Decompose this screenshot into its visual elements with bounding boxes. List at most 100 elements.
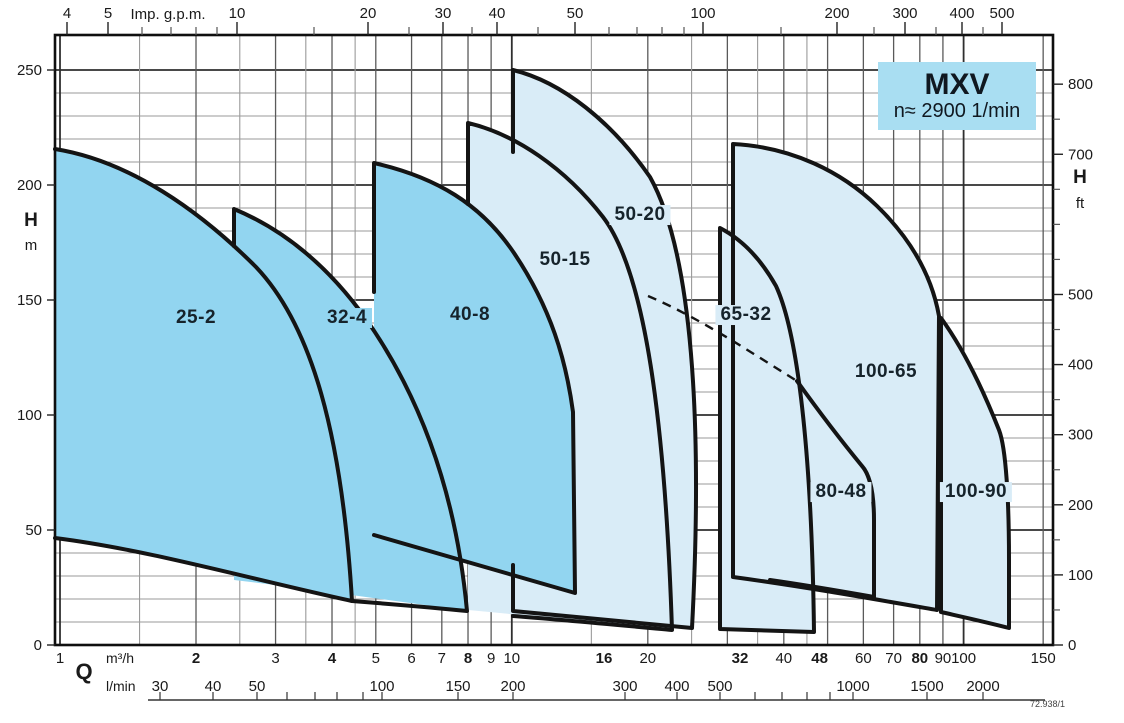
svg-text:5: 5	[104, 5, 112, 22]
model-legend-box: MXV n≈ 2900 1/min	[878, 62, 1036, 130]
svg-text:400: 400	[949, 5, 974, 22]
svg-text:80: 80	[911, 650, 928, 667]
svg-text:200: 200	[1068, 497, 1093, 514]
svg-text:m: m	[25, 237, 38, 254]
svg-text:70: 70	[885, 650, 902, 667]
envelope-label-25-2: 25-2	[170, 308, 222, 328]
envelope-label-80-48: 80-48	[810, 482, 872, 502]
svg-text:200: 200	[500, 678, 525, 695]
svg-text:700: 700	[1068, 146, 1093, 163]
svg-text:30: 30	[152, 678, 169, 695]
svg-text:4: 4	[63, 5, 71, 22]
envelope-50-15-outline	[466, 121, 674, 632]
envelope-label-40-8: 40-8	[444, 305, 496, 325]
svg-text:4: 4	[328, 650, 337, 667]
svg-text:20: 20	[360, 5, 377, 22]
envelope-32-4-outline	[232, 207, 469, 613]
envelope-50-20-outline	[511, 68, 698, 630]
envelope-label-65-32: 65-32	[715, 305, 777, 325]
svg-text:5: 5	[372, 650, 380, 667]
model-speed: n≈ 2900 1/min	[893, 99, 1021, 122]
envelope-25-2-outline	[53, 147, 354, 603]
svg-text:400: 400	[664, 678, 689, 695]
envelope-label-50-15: 50-15	[534, 250, 596, 270]
svg-text:40: 40	[205, 678, 222, 695]
svg-text:500: 500	[989, 5, 1014, 22]
top-axis: 4 5 10 20 30 40 50 100 200 300 400 500 Imp. g.p.m.	[63, 5, 1015, 35]
model-name: MXV	[924, 67, 990, 101]
svg-text:100: 100	[1068, 567, 1093, 584]
svg-text:0: 0	[1068, 637, 1076, 654]
svg-text:300: 300	[1068, 427, 1093, 444]
envelope-outlines	[53, 68, 1011, 634]
envelope-65-32-outline	[718, 226, 816, 634]
svg-text:60: 60	[855, 650, 872, 667]
svg-text:10: 10	[503, 650, 520, 667]
svg-text:7: 7	[438, 650, 446, 667]
envelope-fills	[55, 70, 1009, 632]
svg-text:8: 8	[464, 650, 472, 667]
svg-text:200: 200	[824, 5, 849, 22]
svg-text:40: 40	[489, 5, 506, 22]
svg-text:2000: 2000	[966, 678, 999, 695]
overlap-dashed-line	[647, 294, 798, 383]
envelope-label-100-65: 100-65	[849, 362, 923, 382]
svg-text:150: 150	[1031, 650, 1056, 667]
svg-text:48: 48	[811, 650, 828, 667]
envelope-100-65-outline	[731, 142, 941, 612]
svg-text:9: 9	[487, 650, 495, 667]
svg-text:100: 100	[690, 5, 715, 22]
svg-text:100: 100	[369, 678, 394, 695]
svg-text:400: 400	[1068, 357, 1093, 374]
svg-text:6: 6	[407, 650, 415, 667]
svg-text:50: 50	[249, 678, 266, 695]
svg-text:30: 30	[435, 5, 452, 22]
envelope-100-90-outline	[939, 316, 1011, 630]
envelope-label-50-20: 50-20	[609, 205, 671, 225]
svg-text:1000: 1000	[836, 678, 869, 695]
svg-text:H: H	[1073, 167, 1087, 188]
right-axis: 800 700 500 400 300 200 100 0 Hft	[1053, 76, 1093, 654]
svg-text:10: 10	[229, 5, 246, 22]
svg-text:ft: ft	[1076, 195, 1085, 212]
envelope-80-48-outline	[768, 379, 876, 599]
svg-text:1500: 1500	[910, 678, 943, 695]
svg-text:Imp. g.p.m.: Imp. g.p.m.	[130, 6, 205, 23]
svg-text:Q: Q	[75, 659, 92, 684]
svg-text:20: 20	[639, 650, 656, 667]
svg-text:40: 40	[775, 650, 792, 667]
svg-text:3: 3	[271, 650, 279, 667]
svg-text:1: 1	[56, 650, 64, 667]
envelope-40-8-outline	[372, 161, 577, 595]
svg-text:200: 200	[17, 177, 42, 194]
svg-text:150: 150	[17, 292, 42, 309]
svg-text:500: 500	[1068, 286, 1093, 303]
svg-text:300: 300	[892, 5, 917, 22]
svg-text:150: 150	[445, 678, 470, 695]
svg-text:l/min: l/min	[106, 678, 136, 694]
svg-text:100: 100	[951, 650, 976, 667]
envelope-label-32-4: 32-4	[321, 308, 373, 328]
svg-text:50: 50	[567, 5, 584, 22]
svg-text:500: 500	[707, 678, 732, 695]
svg-text:250: 250	[17, 62, 42, 79]
svg-text:m³/h: m³/h	[106, 650, 134, 666]
svg-text:H: H	[24, 210, 38, 231]
envelope-label-100-90: 100-90	[939, 482, 1013, 502]
plot-border	[53, 33, 1055, 647]
svg-text:2: 2	[192, 650, 200, 667]
svg-text:90: 90	[935, 650, 952, 667]
svg-text:0: 0	[34, 637, 42, 654]
envelope-100-90-fill	[941, 318, 1009, 628]
svg-text:32: 32	[732, 650, 749, 667]
svg-text:16: 16	[596, 650, 613, 667]
svg-text:50: 50	[25, 522, 42, 539]
drawing-number: 72.938/1	[1030, 699, 1066, 709]
svg-text:100: 100	[17, 407, 42, 424]
left-axis: 250 200 150 100 50 0 Hm	[17, 62, 55, 654]
svg-text:300: 300	[612, 678, 637, 695]
svg-text:800: 800	[1068, 76, 1093, 93]
